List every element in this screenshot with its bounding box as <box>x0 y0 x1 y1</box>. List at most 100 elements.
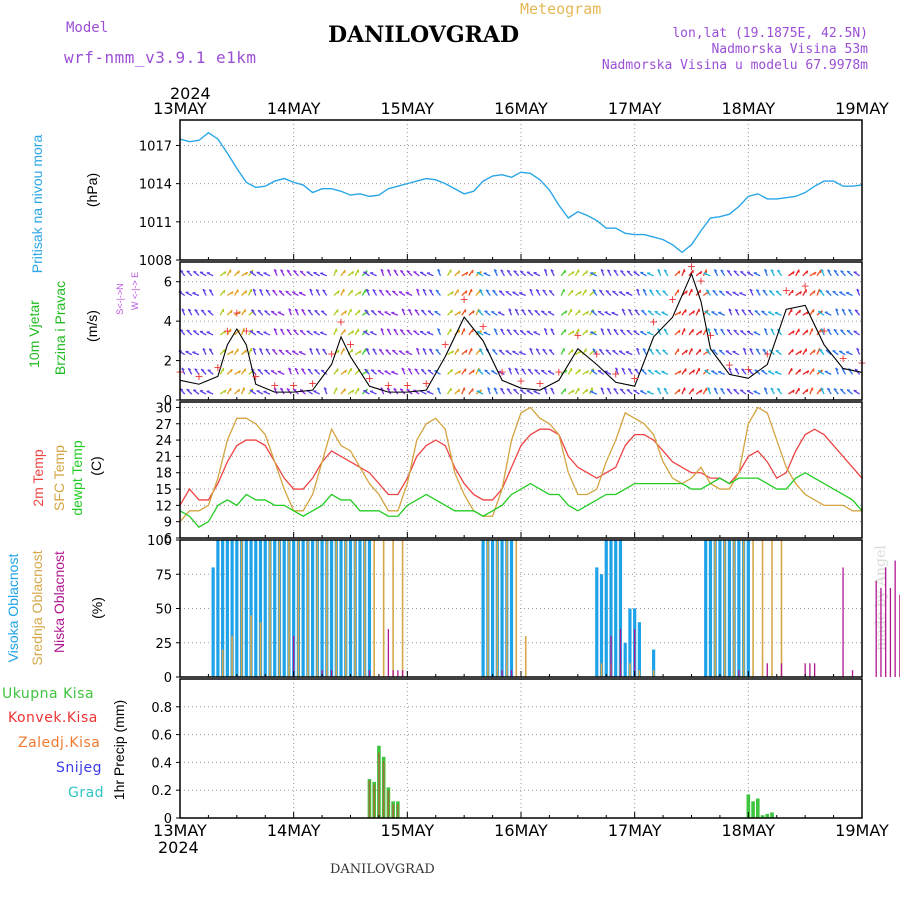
wind-arrow <box>447 269 452 277</box>
wind-arrow <box>636 288 641 296</box>
wind-arrow <box>264 310 271 316</box>
wind-arrow-head <box>278 349 283 352</box>
wind-arrow <box>839 388 846 395</box>
wind-arrow <box>179 269 186 277</box>
wind-arrow-head <box>186 329 190 332</box>
wind-arrow-head <box>293 270 297 273</box>
wind-arrow <box>385 349 392 356</box>
wind-arrow-head <box>406 388 410 391</box>
wind-arrow <box>340 388 346 395</box>
cloud-bar-2 <box>321 670 323 677</box>
wind-arrow <box>788 330 795 336</box>
wind-arrow <box>333 368 339 375</box>
wind-arrow-head <box>294 367 298 371</box>
temp-line-2 <box>179 471 863 528</box>
gust-marker: + <box>289 379 298 392</box>
wind-arrow <box>416 347 420 355</box>
wind-arrow <box>258 348 264 355</box>
wind-arrow <box>526 271 534 277</box>
wind-arrow-head <box>856 288 860 292</box>
wind-arrow-head <box>813 271 817 276</box>
cloud-bar-0 <box>216 540 220 677</box>
wind-arrow-head <box>620 270 624 273</box>
wind-arrow <box>776 388 783 395</box>
wind-arrow-head <box>301 368 305 371</box>
wind-arrow <box>761 370 768 375</box>
precip-ytick-label: 0.2 <box>151 784 172 799</box>
wind-arrow <box>354 290 362 297</box>
wind-arrow-head <box>209 348 213 351</box>
wind-arrow-head <box>586 311 589 315</box>
wind-arrow <box>249 389 257 395</box>
wind-arrow-head <box>366 347 370 351</box>
cloud-bar-0 <box>737 540 741 677</box>
wind-arrow <box>820 387 825 395</box>
wind-arrow <box>604 370 612 375</box>
wind-arrow <box>454 289 459 296</box>
wind-arrow <box>307 368 314 375</box>
wind-arrow-head <box>406 270 410 273</box>
gust-marker: + <box>696 275 705 288</box>
wind-arrow <box>461 309 467 316</box>
wind-arrow <box>234 388 240 395</box>
gust-marker: + <box>194 370 203 383</box>
wind-arrow <box>732 291 740 297</box>
wind-arrow-head <box>621 308 625 312</box>
wind-arrow <box>398 350 406 356</box>
wind-arrow <box>257 309 264 316</box>
wind-arrow <box>240 387 245 395</box>
wind-arrow-head <box>514 367 519 371</box>
wind-arrow-head <box>550 328 554 331</box>
wind-arrow <box>475 367 480 375</box>
wind-arrow <box>226 269 232 277</box>
cloud-bar-0 <box>225 540 229 677</box>
wind-arrow-head <box>720 387 724 391</box>
wind-arrow <box>426 272 434 277</box>
wind-arrow <box>725 350 733 356</box>
wind-arrow <box>802 370 810 375</box>
wind-arrow <box>461 387 465 395</box>
cloud-bar-2 <box>397 670 399 677</box>
wind-arrow <box>454 310 461 316</box>
wind-arrow <box>542 289 548 296</box>
wind-arrow <box>200 309 207 316</box>
wind-arrow <box>527 309 534 316</box>
wind-arrow <box>288 308 292 316</box>
wind-arrow-head <box>371 310 375 312</box>
wind-arrow <box>479 289 484 296</box>
wind-arrow <box>674 388 681 395</box>
wind-arrow <box>634 368 640 375</box>
wind-arrow-head <box>435 289 439 292</box>
wind-arrow <box>320 369 328 375</box>
gust-marker: + <box>365 372 374 385</box>
wind-arrow <box>534 369 541 375</box>
wind-arrow <box>314 369 321 375</box>
wind-arrow-head <box>188 308 192 312</box>
wind-arrow-head <box>465 290 468 294</box>
wind-arrow-head <box>586 270 588 274</box>
wind-arrow <box>795 269 800 277</box>
year-top: 2024 <box>170 84 211 103</box>
wind-arrow <box>718 349 726 356</box>
wind-arrow <box>347 308 352 316</box>
cloud-bar-0 <box>273 540 277 677</box>
wind-arrow <box>506 269 513 277</box>
wind-arrow <box>640 271 647 277</box>
wind-arrow <box>513 270 520 277</box>
wind-arrow <box>386 328 392 336</box>
wind-arrow-head <box>806 389 809 393</box>
wind-arrow <box>726 329 733 336</box>
cloud-bar-0 <box>263 540 267 677</box>
gust-marker: + <box>744 363 753 376</box>
wind-arrow-head <box>833 328 837 332</box>
wind-arrow-head <box>293 329 297 332</box>
wind-arrow-head <box>642 348 646 351</box>
wind-arrow <box>681 328 686 336</box>
wind-arrow-head <box>364 368 368 371</box>
wind-arrow <box>468 269 474 277</box>
wind-arrow <box>600 328 605 336</box>
wind-arrow <box>420 368 427 375</box>
wind-arrow <box>626 329 633 336</box>
wind-arrow <box>732 351 740 356</box>
wind-arrow <box>273 387 278 395</box>
